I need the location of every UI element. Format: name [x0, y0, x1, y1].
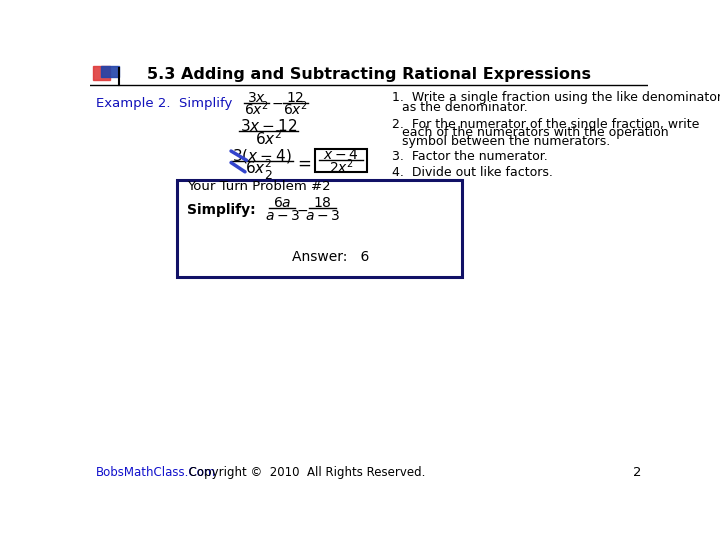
Text: 1.  Write a single fraction using the like denominator: 1. Write a single fraction using the lik…: [392, 91, 720, 104]
Text: $-$: $-$: [271, 96, 284, 110]
Text: Answer:   6: Answer: 6: [292, 249, 369, 264]
Text: as the denominator.: as the denominator.: [402, 102, 528, 114]
Text: 2.  For the numerator of the single fraction, write: 2. For the numerator of the single fract…: [392, 118, 700, 131]
Text: $3x - 12$: $3x - 12$: [240, 118, 297, 133]
Bar: [93, 66, 110, 80]
Bar: [315, 148, 367, 172]
Text: $x - 4$: $x - 4$: [323, 148, 359, 162]
Text: Copyright ©  2010  All Rights Reserved.: Copyright © 2010 All Rights Reserved.: [185, 465, 426, 478]
Text: $12$: $12$: [287, 91, 305, 105]
Bar: [177, 180, 462, 276]
Text: 4.  Divide out like factors.: 4. Divide out like factors.: [392, 166, 553, 179]
Text: $6x^2$: $6x^2$: [245, 159, 271, 177]
Text: 5.3 Adding and Subtracting Rational Expressions: 5.3 Adding and Subtracting Rational Expr…: [147, 68, 591, 82]
Text: $6a$: $6a$: [273, 197, 292, 211]
Text: Simplify:: Simplify:: [187, 202, 256, 217]
Text: 3.  Factor the numerator.: 3. Factor the numerator.: [392, 150, 548, 163]
Text: BobsMathClass.Com: BobsMathClass.Com: [96, 465, 217, 478]
Text: symbol between the numerators.: symbol between the numerators.: [402, 134, 611, 147]
Text: $6x^2$: $6x^2$: [283, 99, 308, 118]
Text: $3x$: $3x$: [247, 91, 266, 105]
Text: $6x^2$: $6x^2$: [244, 99, 269, 118]
Text: $18$: $18$: [313, 197, 332, 211]
Text: $3(x - 4)$: $3(x - 4)$: [233, 147, 292, 165]
Text: $-$: $-$: [296, 202, 308, 217]
Text: 2: 2: [634, 465, 642, 478]
Text: each of the numerators with the operation: each of the numerators with the operatio…: [402, 126, 669, 139]
Text: $2x^2$: $2x^2$: [328, 157, 354, 176]
Text: $2$: $2$: [264, 169, 273, 182]
Text: Your Turn Problem #2: Your Turn Problem #2: [187, 180, 330, 193]
Text: $6x^2$: $6x^2$: [255, 130, 282, 148]
Text: $=$: $=$: [294, 153, 312, 172]
Text: $a - 3$: $a - 3$: [264, 209, 300, 222]
Text: $a - 3$: $a - 3$: [305, 209, 340, 222]
Text: Example 2.  Simplify: Example 2. Simplify: [96, 97, 233, 110]
Bar: [101, 66, 120, 77]
